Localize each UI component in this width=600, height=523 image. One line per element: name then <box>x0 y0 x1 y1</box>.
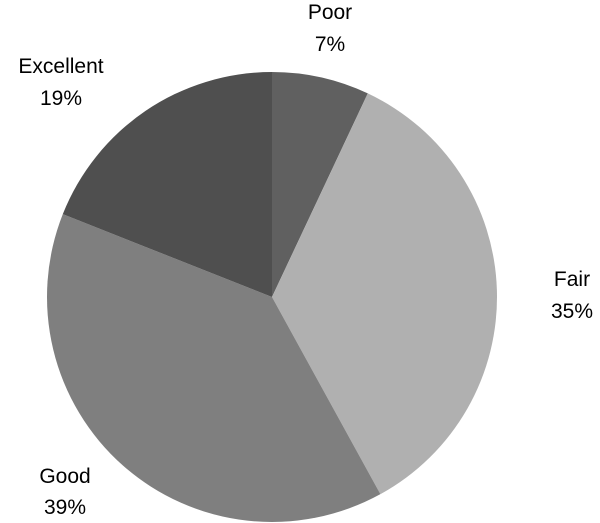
slice-labels: Poor 7% Fair 35% Good 39% Excellent 19% <box>18 1 593 519</box>
slice-value-excellent: 19% <box>40 87 82 110</box>
slice-value-poor: 7% <box>315 33 345 56</box>
slice-excellent <box>62 72 272 297</box>
slice-good <box>46 214 381 522</box>
slice-label-poor: Poor <box>308 1 352 24</box>
slice-label-fair: Fair <box>554 268 590 291</box>
slice-value-fair: 35% <box>551 300 593 323</box>
slice-poor <box>272 72 368 297</box>
slice-fair <box>272 93 498 495</box>
pie-slices <box>46 72 498 522</box>
slice-value-good: 39% <box>44 496 86 519</box>
slice-label-excellent: Excellent <box>18 55 103 78</box>
slice-label-good: Good <box>39 465 90 488</box>
